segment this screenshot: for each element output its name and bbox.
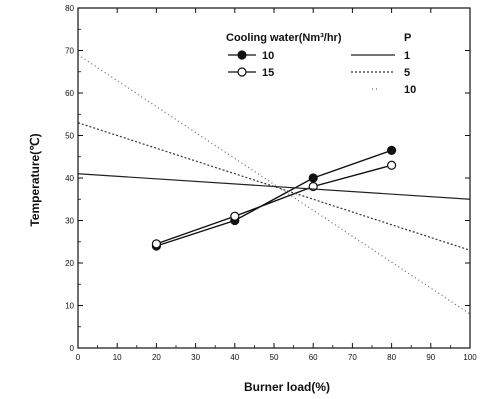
x-tick-label: 20 xyxy=(152,353,161,362)
y-tick-label: 40 xyxy=(65,174,74,183)
series-line-P-1 xyxy=(77,173,471,200)
x-tick-label: 0 xyxy=(76,353,81,362)
data-point-cooling_water-15 xyxy=(230,211,240,221)
series-line-P-5 xyxy=(77,122,471,251)
legend-marker-filled-circle xyxy=(237,50,247,60)
legend-marker-open-circle xyxy=(237,67,247,77)
data-point-cooling_water-15 xyxy=(387,160,397,170)
plot-area xyxy=(77,54,471,315)
x-tick-label: 70 xyxy=(348,353,357,362)
y-tick-label: 10 xyxy=(65,302,74,311)
legend-title-cooling-water: Cooling water(Nm³/hr) xyxy=(226,32,342,44)
legend-label-p-5: 5 xyxy=(404,67,410,79)
legend-entry-p-1: 1 xyxy=(351,50,410,62)
y-tick-label: 0 xyxy=(70,344,75,353)
x-tick-label: 80 xyxy=(387,353,396,362)
x-tick-label: 10 xyxy=(113,353,122,362)
x-tick-label: 60 xyxy=(309,353,318,362)
legend: Cooling water(Nm³/hr) P 10 15 1 5 10 xyxy=(226,32,416,96)
series-P-1 xyxy=(77,173,471,200)
legend-entry-cooling-15: 15 xyxy=(228,67,274,79)
x-tick-label: 30 xyxy=(191,353,200,362)
y-tick-label: 50 xyxy=(65,132,74,141)
y-tick-label: 30 xyxy=(65,217,74,226)
x-tick-label: 50 xyxy=(270,353,279,362)
legend-entry-p-10: 10 xyxy=(372,84,416,96)
data-point-cooling_water-10 xyxy=(387,145,397,155)
x-tick-label: 90 xyxy=(426,353,435,362)
legend-label-cooling-10: 10 xyxy=(262,50,274,62)
series-line-cooling_water-10 xyxy=(156,149,392,247)
y-axis-title: Temperature(℃) xyxy=(28,133,42,226)
legend-label-cooling-15: 15 xyxy=(262,67,274,79)
y-tick-label: 80 xyxy=(65,4,74,13)
series-line-cooling_water-15 xyxy=(156,164,392,245)
y-tick-label: 20 xyxy=(65,259,74,268)
series-P-5 xyxy=(77,122,471,251)
legend-entry-cooling-10: 10 xyxy=(228,50,274,62)
series-cooling_water-15 xyxy=(151,160,397,249)
y-tick-label: 70 xyxy=(65,47,74,56)
y-tick-label: 60 xyxy=(65,89,74,98)
data-point-cooling_water-15 xyxy=(151,239,161,249)
legend-entry-p-5: 5 xyxy=(351,67,410,79)
legend-label-p-1: 1 xyxy=(404,50,410,62)
series-cooling_water-10 xyxy=(151,145,397,251)
axes: 0 10 20 30 40 50 60 70 80 90 100 0 10 20 30 40 50 60 70 80 xyxy=(65,4,477,362)
data-point-cooling_water-10 xyxy=(308,173,318,183)
x-tick-label: 100 xyxy=(463,353,477,362)
legend-title-p: P xyxy=(404,32,411,44)
x-tick-label: 40 xyxy=(230,353,239,362)
legend-label-p-10: 10 xyxy=(404,84,416,96)
x-axis-title: Burner load(%) xyxy=(244,380,330,394)
